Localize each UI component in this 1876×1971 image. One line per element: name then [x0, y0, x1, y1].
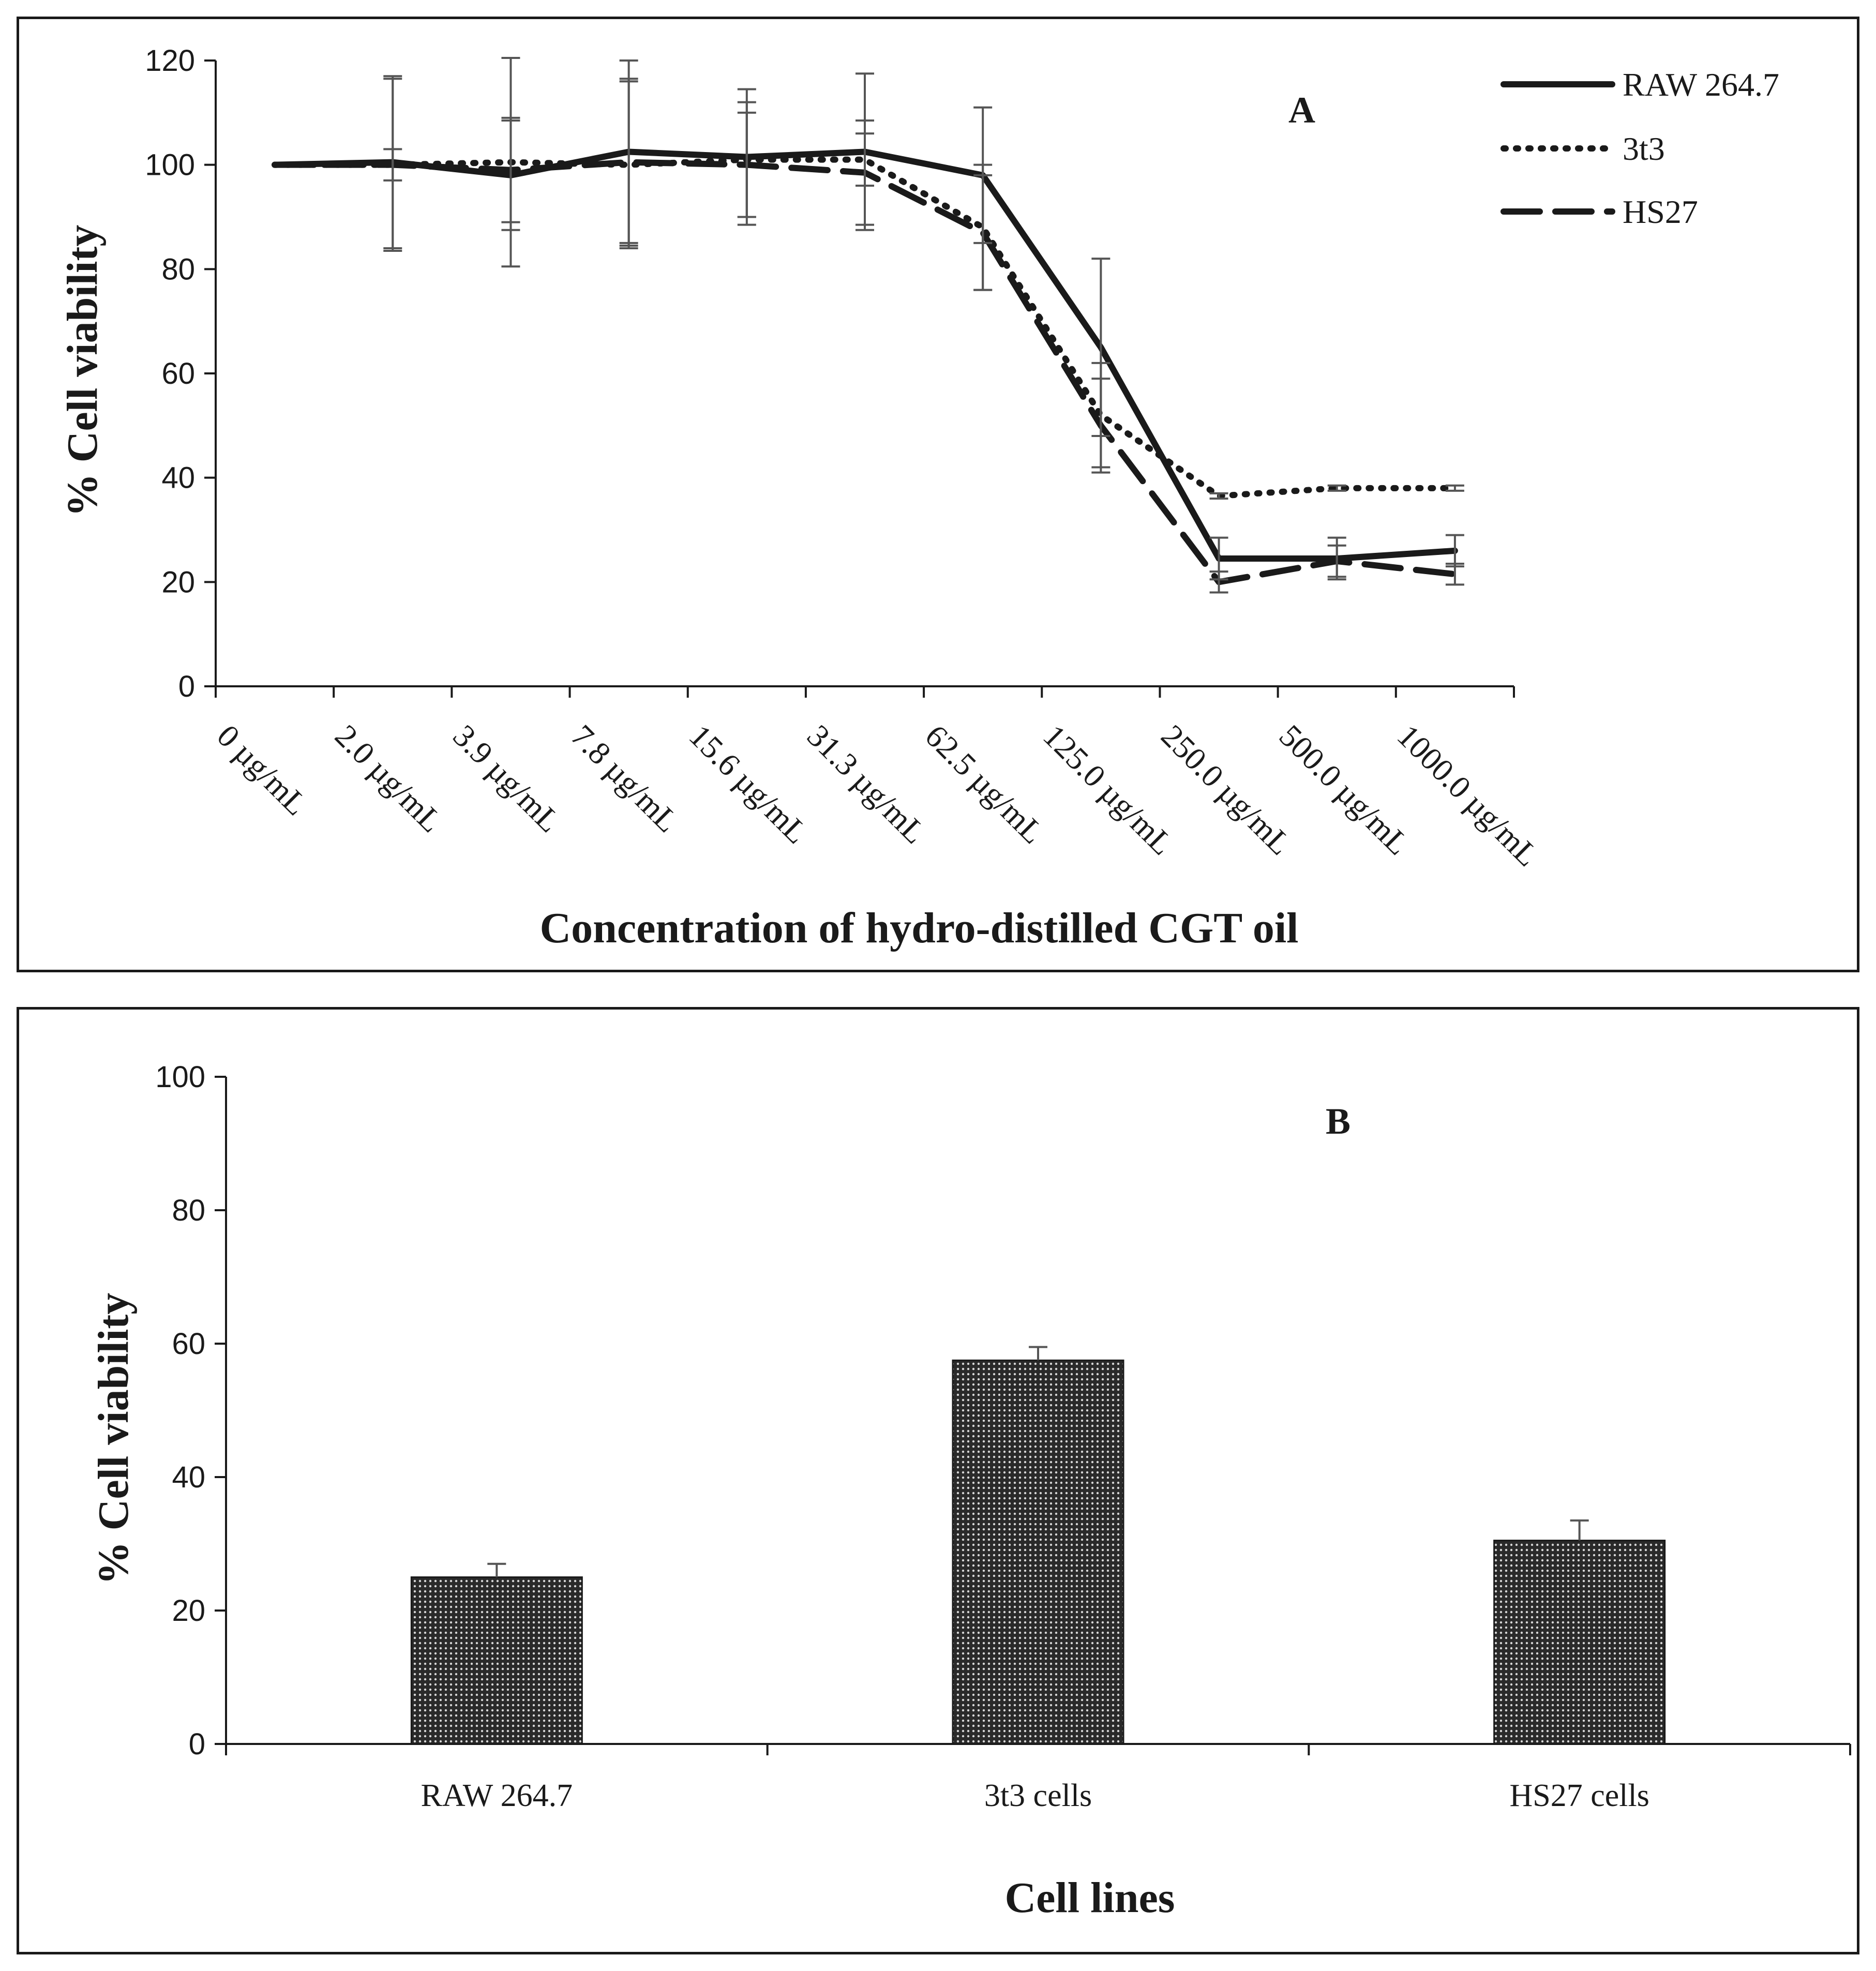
y-tick-label: 20: [161, 565, 195, 599]
panel-b-chart: 0 20 40 60 80 100 RAW 264.7 3t3 cells HS27 cells…: [17, 1007, 1859, 1954]
x-tick-label: RAW 264.7: [421, 1778, 573, 1813]
x-axis-title: Cell lines: [1005, 1874, 1175, 1922]
y-tick-label: 80: [172, 1194, 205, 1227]
y-tick-label: 100: [155, 1060, 205, 1094]
x-tick-label: HS27 cells: [1509, 1778, 1649, 1813]
x-tick-label: 31.3 µg/mL: [800, 718, 933, 851]
y-tick-label: 0: [189, 1727, 205, 1761]
bar-0: [410, 1576, 583, 1745]
x-tick-label: 15.6 µg/mL: [682, 718, 815, 851]
bar-2: [1493, 1540, 1666, 1745]
series-line-3t3: [272, 156, 1458, 499]
x-axis-title: Concentration of hydro-distilled CGT oil: [539, 904, 1298, 952]
x-tick-label: 0 µg/mL: [210, 718, 314, 822]
panel-label: A: [1288, 89, 1315, 131]
y-tick-label: 80: [161, 252, 195, 286]
bar-1: [952, 1359, 1124, 1745]
y-tick-label: 100: [145, 148, 195, 182]
legend-label: HS27: [1623, 193, 1698, 230]
legend-label: 3t3: [1623, 130, 1665, 167]
y-axis-title: % Cell viability: [58, 225, 107, 517]
x-tick-label: 3.9 µg/mL: [446, 718, 567, 839]
y-tick-label: 40: [172, 1461, 205, 1494]
panel-a-chart: 0 20 40 60 80 100 120 0 µg/mL 2.0 µg/mL 3.9 µg/mL…: [17, 17, 1859, 972]
x-tick-label: 2.0 µg/mL: [328, 718, 449, 839]
panel-label: B: [1326, 1101, 1350, 1142]
y-tick-label: 20: [172, 1594, 205, 1628]
legend-label: RAW 264.7: [1623, 66, 1779, 103]
y-tick-label: 120: [145, 44, 195, 78]
y-tick-label: 40: [161, 461, 195, 495]
y-tick-label: 60: [172, 1327, 205, 1361]
x-tick-label: 62.5 µg/mL: [918, 718, 1050, 851]
x-tick-label: 1000.0 µg/mL: [1390, 718, 1545, 874]
y-tick-label: 60: [161, 357, 195, 390]
y-axis-title: % Cell viability: [89, 1293, 138, 1585]
x-tick-label: 7.8 µg/mL: [564, 718, 685, 839]
y-tick-label: 0: [178, 670, 195, 703]
x-tick-label: 3t3 cells: [984, 1778, 1092, 1813]
bar-chart-svg: 0 20 40 60 80 100 RAW 264.7 3t3 cells HS27 cells…: [89, 1060, 1851, 1922]
line-chart-svg: 0 20 40 60 80 100 120 0 µg/mL 2.0 µg/mL3.9 µg/mL…: [58, 44, 1779, 952]
